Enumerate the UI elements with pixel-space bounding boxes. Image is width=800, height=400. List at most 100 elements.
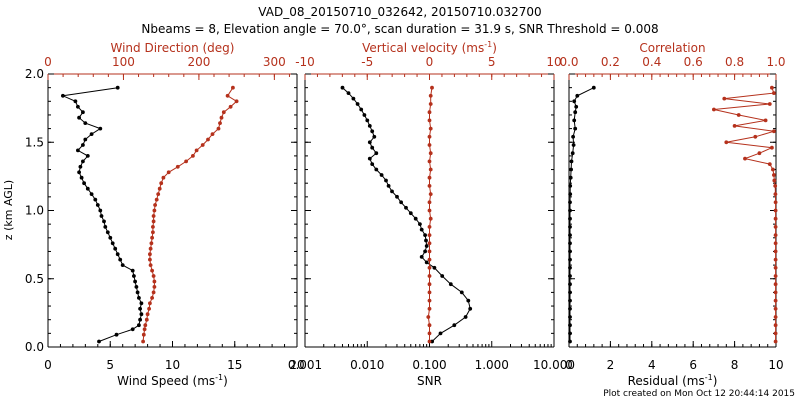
right-red-point <box>773 208 778 213</box>
middle-red-point <box>428 126 433 131</box>
left-red-point <box>200 143 205 147</box>
middle-black-point <box>386 184 391 188</box>
left-red-point <box>166 170 171 175</box>
right-red-point <box>772 129 776 134</box>
middle-red-point <box>427 159 432 164</box>
left-red-point <box>152 208 157 213</box>
right-red-point <box>757 151 762 156</box>
middle-red-point <box>430 85 434 90</box>
left-black-point <box>93 197 98 202</box>
middle-red-point <box>427 134 432 139</box>
right-black-point <box>571 143 576 147</box>
right-red-point <box>773 233 778 238</box>
left-red-point <box>153 203 158 207</box>
right-black-point <box>573 110 578 115</box>
left-red-point <box>149 241 154 246</box>
left-black-point <box>135 290 140 295</box>
left-black-point <box>130 327 135 332</box>
left-red-point <box>144 317 149 322</box>
left-red-point <box>184 159 189 164</box>
right-red-point <box>773 200 778 205</box>
right-red-point <box>773 315 778 319</box>
left-x-axis-label: Wind Speed (ms-1) <box>117 373 228 388</box>
y-tick-label: 0.5 <box>25 272 44 286</box>
left-black-point <box>105 230 110 235</box>
middle-black-point <box>419 227 424 232</box>
left-red-point <box>234 99 239 104</box>
middle-black-point <box>374 167 379 172</box>
middle-black-point <box>384 178 388 183</box>
left-red-point <box>157 186 162 191</box>
left-black-point <box>139 312 144 317</box>
right-black-point <box>568 323 572 328</box>
right-x-tick-label: 10 <box>768 358 783 372</box>
middle-black-point <box>459 290 464 295</box>
middle-top-tick-label: 0 <box>426 55 434 69</box>
right-top-tick-label: 0.2 <box>601 55 620 69</box>
left-red-point <box>175 164 180 169</box>
left-red-point <box>159 181 164 186</box>
left-red-point <box>151 290 156 295</box>
middle-red-point <box>427 265 432 270</box>
right-black-point <box>571 134 575 139</box>
left-red-point <box>151 230 155 235</box>
left-black-point <box>81 159 85 164</box>
left-red-point <box>142 327 147 332</box>
left-black-point <box>120 263 125 267</box>
left-red-point <box>141 332 146 337</box>
left-black-point <box>61 93 65 98</box>
left-black-point <box>77 170 81 175</box>
middle-red-point <box>427 323 432 328</box>
left-red-point <box>148 246 153 251</box>
left-red-point <box>216 126 221 131</box>
right-x-axis-label: Residual (ms-1) <box>628 373 718 388</box>
left-black-point <box>77 115 81 120</box>
left-red-point <box>151 225 155 229</box>
middle-black-point <box>340 85 345 90</box>
middle-red-point <box>427 175 432 180</box>
right-red-point <box>772 173 776 177</box>
left-x-tick-label: 0 <box>44 358 52 372</box>
right-x-tick-label: 2 <box>607 358 615 372</box>
middle-red-point <box>428 93 433 98</box>
right-red-point <box>773 192 778 197</box>
middle-top-tick-label: -5 <box>361 55 373 69</box>
y-tick-label: 2.0 <box>25 67 44 81</box>
middle-black-point <box>351 96 356 101</box>
left-black-point <box>99 214 104 218</box>
left-black-point <box>81 110 85 115</box>
left-red-point <box>150 235 155 240</box>
right-x-tick-label: 0 <box>565 358 573 372</box>
middle-black-point <box>424 244 429 248</box>
left-black-point <box>118 257 123 262</box>
left-black-point <box>115 85 120 90</box>
figure-title: VAD_08_20150710_032642, 20150710.032700 <box>258 5 541 19</box>
left-red-point <box>151 214 156 218</box>
right-black-point <box>568 298 572 303</box>
left-black-point <box>138 317 143 322</box>
left-red-point <box>228 104 233 109</box>
middle-red-point <box>427 208 432 213</box>
middle-black-point <box>423 249 427 254</box>
y-tick-label: 1.0 <box>25 204 44 218</box>
right-black-point <box>568 339 572 344</box>
right-red-point <box>773 265 778 270</box>
right-red-point <box>732 124 737 128</box>
middle-black-point <box>372 134 377 139</box>
right-top-axis-label: Correlation <box>639 41 705 55</box>
right-black-point <box>568 184 573 188</box>
left-red-point <box>148 252 152 257</box>
right-red-point <box>773 339 778 344</box>
right-red-point <box>770 85 774 90</box>
left-red-point <box>221 110 226 115</box>
middle-black-series-line <box>342 87 471 342</box>
middle-black-point <box>440 274 445 278</box>
middle-red-point <box>427 257 432 262</box>
left-red-point <box>141 339 146 344</box>
right-top-tick-label: 0.8 <box>725 55 744 69</box>
middle-red-point <box>427 200 432 205</box>
right-x-tick-label: 6 <box>689 358 697 372</box>
right-red-point <box>773 290 778 295</box>
middle-red-series-line <box>427 87 433 342</box>
